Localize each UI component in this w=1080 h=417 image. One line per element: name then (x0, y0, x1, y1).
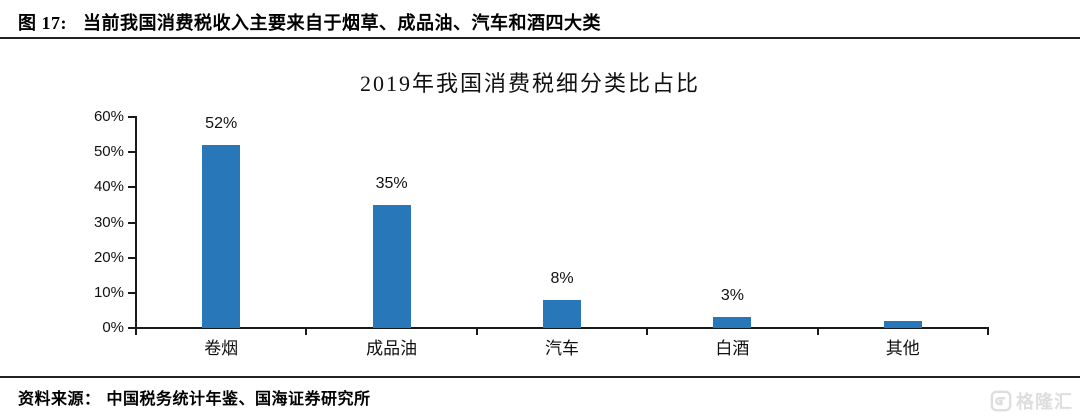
y-tick-label: 30% (93, 213, 124, 231)
x-axis-tick (987, 328, 989, 335)
y-axis-tick (128, 291, 136, 294)
y-tick-label: 40% (93, 178, 124, 196)
y-tick-label: 10% (93, 283, 124, 301)
chart-bar-0 (202, 145, 241, 328)
x-axis-tick (475, 328, 478, 335)
y-tick-label: 20% (93, 248, 124, 266)
x-category-label-4: 其他 (885, 339, 920, 358)
chart-title: 2019年我国消费税细分类比占比 (359, 71, 700, 96)
chart-bar-4 (883, 320, 922, 328)
y-axis (135, 116, 137, 329)
x-category-label-2: 汽车 (545, 339, 579, 358)
x-axis-tick (305, 328, 308, 335)
footer-divider (0, 376, 1080, 378)
y-axis-tick (128, 186, 136, 189)
chart-bar-3 (713, 317, 752, 328)
x-axis-tick (646, 328, 649, 335)
gelonghui-logo-text: 格隆汇 (1016, 392, 1073, 412)
bar-value-label-0: 52% (205, 115, 238, 133)
y-axis-tick (128, 256, 136, 259)
x-axis-tick (816, 328, 819, 335)
y-tick-label: 60% (93, 108, 124, 125)
header-divider (0, 37, 1080, 39)
y-axis-tick (128, 151, 136, 154)
x-axis (135, 327, 989, 329)
y-tick-label: 50% (93, 143, 124, 161)
gelonghui-g-icon (990, 390, 1012, 412)
figure-title: 当前我国消费税收入主要来自于烟草、成品油、汽车和酒四大类 (83, 13, 601, 33)
x-axis-tick (135, 328, 137, 335)
source-text: 中国税务统计年鉴、国海证券研究所 (106, 391, 371, 408)
y-axis-tick (128, 327, 136, 329)
chart-bar-1 (372, 204, 411, 328)
y-tick-label: 0% (102, 319, 124, 336)
source-label: 资料来源： (18, 391, 101, 408)
bar-value-label-2: 8% (550, 269, 574, 287)
y-axis-tick (128, 221, 136, 224)
x-category-label-3: 白酒 (715, 339, 750, 358)
chart-bar-2 (543, 299, 581, 328)
x-category-label-1: 成品油 (366, 339, 418, 358)
y-axis-tick (128, 116, 136, 118)
gelonghui-logo: 格隆汇 (990, 388, 1073, 414)
bar-value-label-3: 3% (720, 287, 744, 305)
bar-value-label-1: 35% (375, 174, 408, 192)
source-row: 资料来源： 中国税务统计年鉴、国海证券研究所 (18, 385, 371, 409)
figure-header: 图 17: 当前我国消费税收入主要来自于烟草、成品油、汽车和酒四大类 (18, 9, 601, 35)
figure-number: 图 17: (18, 13, 67, 33)
x-category-label-0: 卷烟 (204, 339, 239, 358)
